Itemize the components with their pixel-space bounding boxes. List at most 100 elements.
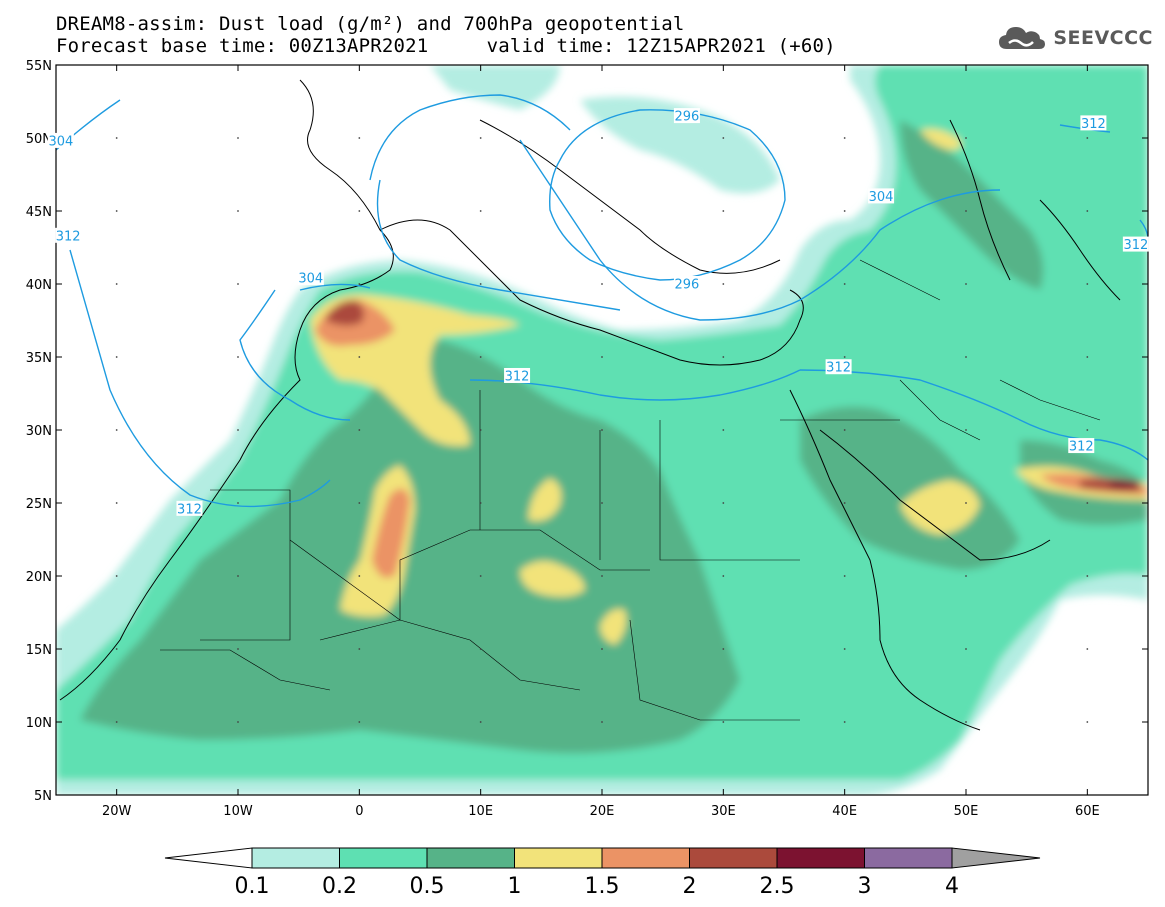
lat-tick-label: 15N <box>26 643 52 658</box>
graticule-dot <box>722 721 725 723</box>
graticule-dot <box>479 137 482 139</box>
contour-label-text: 312 <box>505 369 530 384</box>
graticule-dot <box>479 502 482 504</box>
contour-label-bg <box>673 108 700 124</box>
longitude-axis: 20W 10W 0 10E 20E 30E 40E 50E 60E <box>102 65 1100 819</box>
lat-tick-label: 45N <box>26 205 52 220</box>
contour-label: 304 <box>297 270 324 287</box>
lon-tick-label: 20E <box>590 804 615 819</box>
graticule-dot <box>1086 502 1089 504</box>
graticule-dot <box>1086 429 1089 431</box>
contour-label-text: 312 <box>1123 238 1148 253</box>
contour-label-text: 304 <box>298 272 323 287</box>
seevccc-logo: SEEVCCC <box>997 22 1153 54</box>
lon-tick-label: 60E <box>1075 804 1100 819</box>
graticule-dot <box>237 721 239 723</box>
lon-tick-label: 0 <box>355 804 363 819</box>
contour-label-bg <box>1068 438 1095 454</box>
graticule-dot <box>237 648 239 650</box>
graticule-dot <box>1086 356 1089 358</box>
lat-tick-label: 50N <box>26 132 52 147</box>
graticule-dot <box>1086 210 1089 212</box>
colorbar-level-label: 1 <box>508 874 522 899</box>
contour-label: 296 <box>673 276 700 293</box>
lon-tick-label: 10E <box>468 804 493 819</box>
dust-level-2 <box>325 300 364 326</box>
graticule-dot <box>115 137 118 139</box>
dust-level-1-5-sahara <box>372 488 410 578</box>
graticule-dot <box>358 575 361 577</box>
graticule-dot <box>237 502 239 504</box>
contour-label-text: 304 <box>48 134 73 149</box>
lat-tick-label: 35N <box>26 351 52 366</box>
graticule-dot <box>237 137 239 139</box>
contour-label-bg <box>504 367 531 383</box>
contour-label-text: 296 <box>675 110 700 125</box>
lat-tick-label: 55N <box>26 59 52 74</box>
contour-label-bg <box>55 227 82 243</box>
graticule-dot <box>722 210 725 212</box>
forecast-time-subtitle: Forecast base time: 00Z13APR2021 valid t… <box>56 35 836 57</box>
lat-tick-label: 20N <box>26 570 52 585</box>
graticule-dot <box>479 210 482 212</box>
graticule-dot <box>843 429 846 431</box>
graticule-dot <box>115 429 118 431</box>
contour-label: 312 <box>825 359 852 376</box>
contour-label-bg <box>868 188 895 204</box>
map-title: DREAM8-assim: Dust load (g/m²) and 700hP… <box>56 13 685 35</box>
contour-label-text: 312 <box>177 502 202 517</box>
lon-tick-label: 10W <box>223 804 253 819</box>
contour-label-text: 296 <box>675 278 700 293</box>
dust-level-2-5-iran <box>1110 480 1140 489</box>
graticule-dot <box>358 283 361 285</box>
graticule-dot <box>722 575 725 577</box>
graticule-dot <box>115 210 118 212</box>
colorbar-swatch <box>601 847 690 869</box>
colorbar-level-label: 0.5 <box>410 874 445 899</box>
contour-label-text: 312 <box>1081 117 1106 132</box>
dust-level-1-kazakh <box>920 128 962 150</box>
dust-level-1-small <box>600 609 627 645</box>
contour-label: 304 <box>868 188 895 205</box>
graticule-dot <box>601 575 603 577</box>
graticule-dot <box>601 429 603 431</box>
graticule-dot <box>601 283 603 285</box>
graticule-dot <box>479 648 482 650</box>
graticule-dot <box>237 283 239 285</box>
graticule-dot <box>479 721 482 723</box>
graticule-dot <box>965 502 967 504</box>
colorbar-swatch <box>776 847 865 869</box>
colorbar-over-triangle <box>951 847 1041 869</box>
contour-labels: 304 296 312 304 312 304 296 312 312 312 312 312 <box>47 108 1149 517</box>
dust-level-0-5 <box>80 340 740 754</box>
graticule-dot <box>843 721 846 723</box>
graticule-dot <box>237 356 239 358</box>
contour-label-text: 312 <box>826 361 851 376</box>
colorbar-level-label: 4 <box>945 874 959 899</box>
lat-tick-label: 30N <box>26 424 52 439</box>
contour-label: 304 <box>47 132 74 149</box>
dust-level-0-1-north <box>430 65 560 110</box>
graticule-dot <box>965 429 967 431</box>
logo-text: SEEVCCC <box>1053 27 1153 49</box>
contour-label-bg <box>673 276 700 291</box>
colorbar-level-label: 2.5 <box>760 874 795 899</box>
graticule-dot <box>1086 721 1089 723</box>
graticule-dot <box>843 137 846 139</box>
colorbar-under-triangle <box>164 847 253 869</box>
colorbar-swatch <box>689 847 778 869</box>
graticule-dot <box>1086 575 1089 577</box>
contour-label: 312 <box>504 367 531 384</box>
colorbar-level-label: 3 <box>858 874 872 899</box>
country-borders <box>160 259 1101 721</box>
graticule-dots <box>115 137 1089 723</box>
graticule-dot <box>601 137 603 139</box>
lon-tick-label: 40E <box>832 804 857 819</box>
graticule-dot <box>722 502 725 504</box>
colorbar-swatch <box>339 847 428 869</box>
lon-tick-label: 50E <box>954 804 979 819</box>
graticule-dot <box>843 210 846 212</box>
graticule-dot <box>1086 648 1089 650</box>
dust-level-1-libya <box>528 478 562 521</box>
graticule-dot <box>115 502 118 504</box>
